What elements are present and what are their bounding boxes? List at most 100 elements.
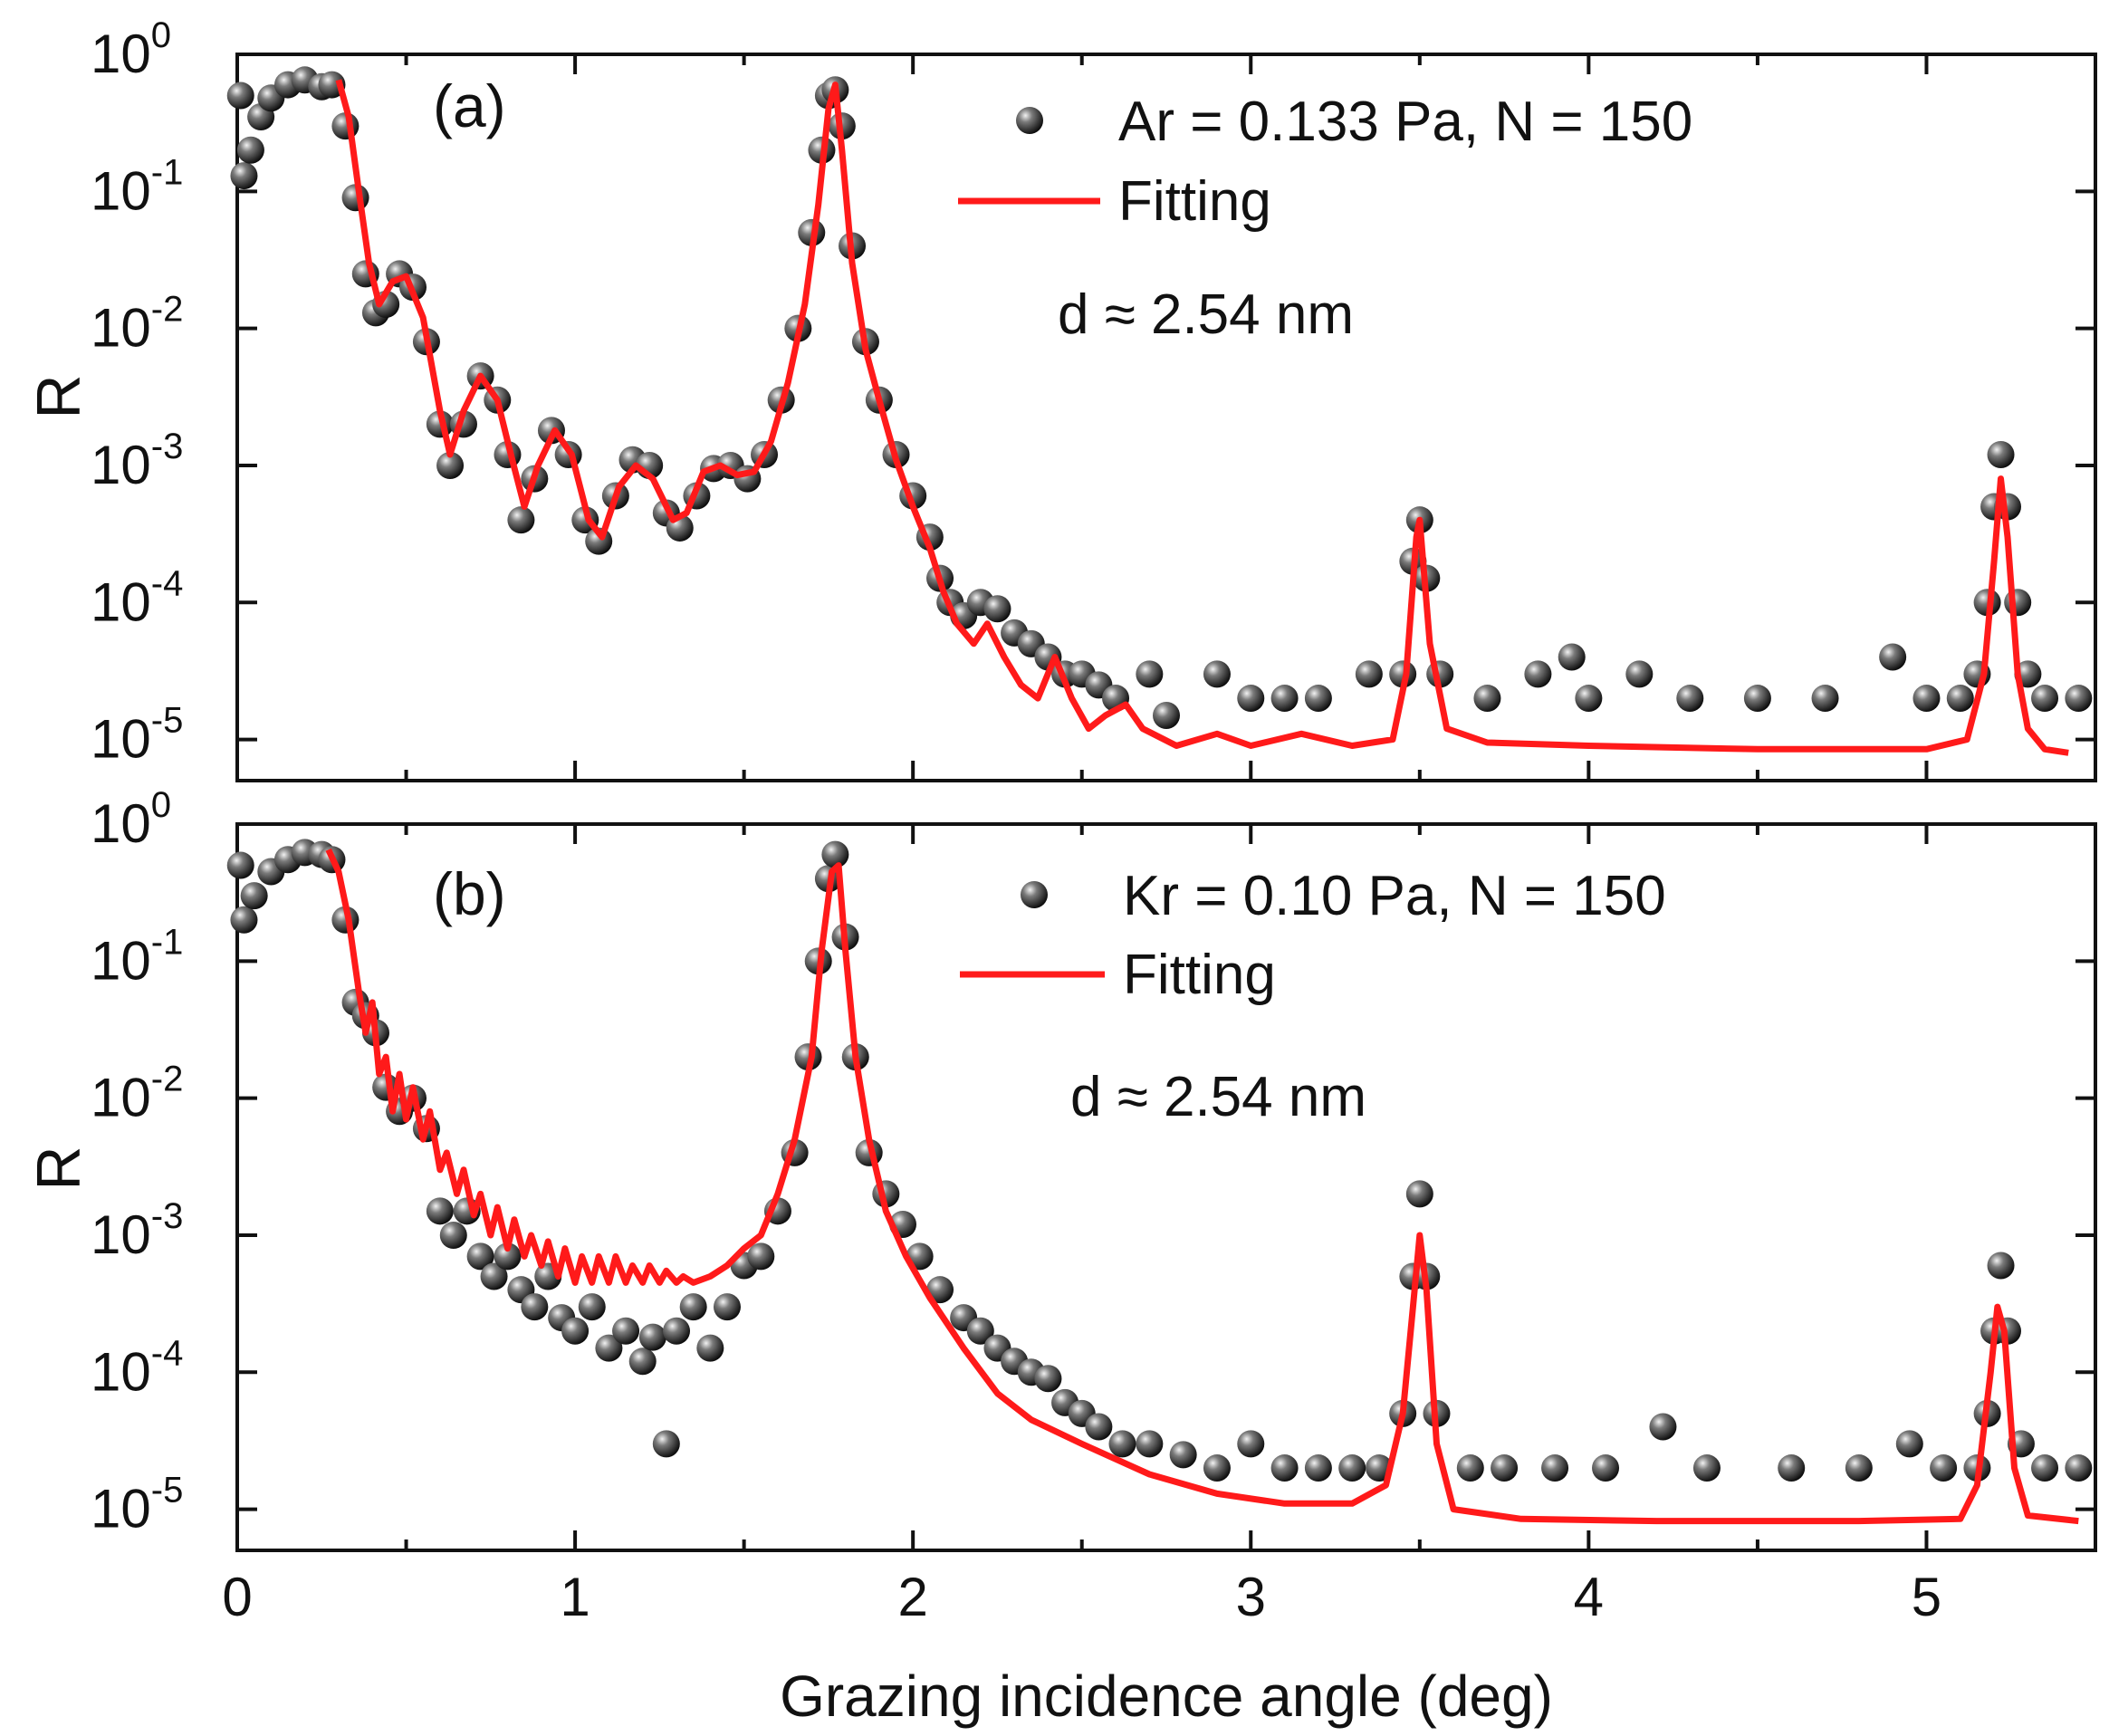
y-tick-label: 10-5 [91, 1471, 183, 1539]
data-point [652, 1430, 680, 1458]
data-point [1338, 1454, 1366, 1482]
data-point [521, 1293, 549, 1321]
data-point [1491, 1454, 1519, 1482]
y-tick-label: 100 [91, 15, 171, 84]
panel-a-label: (a) [433, 72, 506, 139]
data-point [1473, 685, 1501, 713]
data-point [1034, 1365, 1062, 1393]
panel-b-annotation: d ≈ 2.54 nm [1070, 1066, 1366, 1128]
data-point [663, 1317, 691, 1345]
panel-a-legend-measured: Ar = 0.133 Pa, N = 150 [1118, 91, 1692, 153]
data-point [578, 1293, 606, 1321]
data-point [1304, 685, 1332, 713]
data-point [1743, 685, 1771, 713]
data-point [230, 906, 258, 934]
data-point [1355, 660, 1383, 688]
data-point [436, 451, 465, 479]
panel-b-legend-marker [1021, 881, 1048, 908]
data-point [1524, 660, 1552, 688]
panel-a-annotation: d ≈ 2.54 nm [1058, 283, 1354, 346]
data-point [1987, 440, 2015, 468]
panel-a-ytick-labels: 100 10-1 10-2 10-3 10-4 10-5 [91, 15, 183, 770]
data-point [1592, 1454, 1620, 1482]
panel-a-fit-line [335, 79, 2069, 756]
data-point [2031, 1454, 2059, 1482]
data-point [1946, 685, 1974, 713]
data-point [226, 851, 254, 879]
panel-b-label: (b) [433, 860, 506, 927]
data-point [480, 1262, 508, 1290]
panel-a-legend: Ar = 0.133 Pa, N = 150 Fitting [958, 91, 1692, 233]
panel-b-legend-measured: Kr = 0.10 Pa, N = 150 [1123, 865, 1666, 927]
data-point [1108, 1430, 1136, 1458]
data-point [679, 1293, 707, 1321]
data-point [426, 1197, 454, 1225]
data-point [1153, 701, 1180, 729]
data-point [696, 1334, 724, 1362]
data-point [1575, 685, 1603, 713]
panel-a-frame [235, 53, 2097, 782]
data-point [821, 840, 849, 868]
panel-b-legend-fit: Fitting [1123, 944, 1276, 1006]
data-point [439, 1221, 467, 1249]
y-tick-label: 10-2 [91, 1060, 183, 1128]
y-tick-label: 10-5 [91, 701, 183, 770]
panel-b-ylabel: R [24, 1146, 93, 1190]
y-tick-label: 100 [91, 785, 171, 854]
data-point [466, 1242, 494, 1271]
data-point [1778, 1454, 1806, 1482]
y-tick-label: 10-1 [91, 922, 183, 991]
panel-a-ylabel: R [24, 374, 93, 418]
data-point [1405, 1180, 1433, 1208]
data-point [1625, 660, 1654, 688]
data-point [1692, 1454, 1721, 1482]
data-point [1270, 685, 1299, 713]
data-point [240, 882, 268, 910]
data-point [1895, 1430, 1923, 1458]
data-point [1845, 1454, 1873, 1482]
data-point [983, 595, 1011, 623]
data-point [1558, 643, 1586, 671]
x-tick-label: 5 [1912, 1567, 1941, 1627]
panel-a-legend-marker [1016, 107, 1043, 134]
data-point [1676, 685, 1704, 713]
panel-b-frame [235, 822, 2097, 1552]
data-point [1237, 685, 1265, 713]
panel-a-legend-fit: Fitting [1118, 170, 1271, 233]
data-point [494, 1242, 522, 1271]
data-point [713, 1293, 741, 1321]
data-point [1649, 1413, 1677, 1441]
y-tick-label: 10-4 [91, 1333, 183, 1402]
data-point [226, 82, 254, 110]
panel-a-markers [226, 66, 2093, 729]
x-tick-label: 3 [1236, 1567, 1266, 1627]
y-tick-label: 10-1 [91, 152, 183, 221]
y-tick-label: 10-2 [91, 290, 183, 359]
data-point [1304, 1454, 1332, 1482]
panel-b-markers [226, 839, 2093, 1482]
data-point [2031, 685, 2059, 713]
data-point [1879, 643, 1907, 671]
data-point [1456, 1454, 1484, 1482]
data-point [1203, 1454, 1231, 1482]
panel-b-ticks [235, 822, 2097, 1550]
data-point [1541, 1454, 1569, 1482]
x-tick-label: 1 [560, 1567, 590, 1627]
panel-a: 100 10-1 10-2 10-3 10-4 10-5 R (a) Ar = 0.133… [24, 15, 2097, 782]
data-point [966, 1317, 994, 1345]
x-tick-label: 4 [1574, 1567, 1604, 1627]
panel-b-legend: Kr = 0.10 Pa, N = 150 Fitting [960, 865, 1666, 1006]
data-point [638, 1323, 666, 1351]
panel-b-ytick-labels: 100 10-1 10-2 10-3 10-4 10-5 [91, 785, 183, 1539]
data-point [1270, 1454, 1299, 1482]
panel-b-xtick-labels: 0 1 2 3 4 5 [222, 1567, 1941, 1627]
data-point [926, 1276, 954, 1304]
data-point [612, 1317, 640, 1345]
data-point [230, 162, 258, 190]
panel-b: 100 10-1 10-2 10-3 10-4 10-5 0 1 2 3 4 5 R (b) Kr … [24, 785, 2097, 1729]
data-point [1136, 1430, 1164, 1458]
data-point [1930, 1454, 1958, 1482]
data-point [2004, 589, 2032, 617]
y-tick-label: 10-4 [91, 563, 183, 632]
